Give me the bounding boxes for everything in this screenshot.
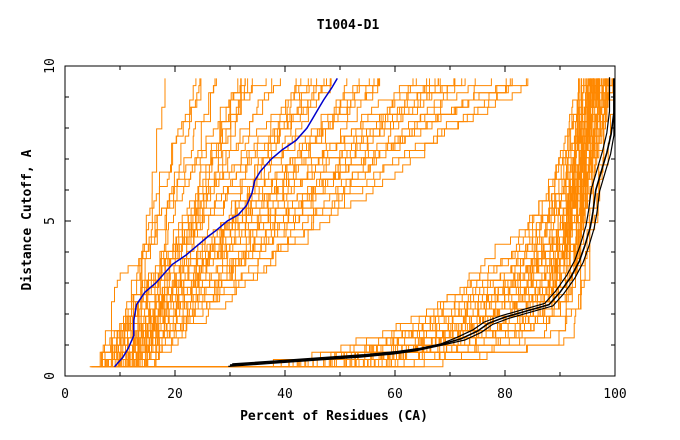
background-series-line bbox=[128, 78, 476, 367]
x-tick-label: 40 bbox=[277, 387, 293, 402]
y-tick-label: 0 bbox=[43, 372, 58, 380]
chart-title: T1004-D1 bbox=[317, 18, 380, 33]
background-series-line bbox=[141, 78, 273, 367]
background-series-line bbox=[138, 78, 417, 368]
x-tick-label: 0 bbox=[61, 387, 69, 402]
background-series-line bbox=[109, 78, 246, 368]
background-series-line bbox=[187, 78, 615, 368]
x-tick-label: 80 bbox=[497, 387, 513, 402]
highlight-series-group bbox=[113, 77, 615, 368]
background-series-line bbox=[135, 78, 249, 368]
y-axis-label: Distance Cutoff, A bbox=[20, 149, 35, 290]
x-tick-label: 20 bbox=[167, 387, 183, 402]
x-tick-label: 60 bbox=[387, 387, 403, 402]
background-series-line bbox=[178, 78, 590, 368]
highlight-series-line bbox=[229, 78, 615, 366]
background-series-line bbox=[132, 78, 216, 367]
background-series-line bbox=[98, 78, 428, 368]
background-series-line bbox=[137, 78, 592, 368]
x-tick-label: 100 bbox=[603, 387, 626, 402]
y-tick-label: 5 bbox=[43, 217, 58, 225]
background-series-line bbox=[144, 78, 309, 367]
background-series-line bbox=[89, 78, 267, 368]
background-series-line bbox=[92, 78, 455, 368]
y-tick-label: 10 bbox=[43, 58, 58, 74]
background-series-line bbox=[163, 78, 609, 368]
background-series-group bbox=[89, 78, 615, 368]
background-series-line bbox=[225, 78, 613, 368]
background-series-line bbox=[125, 78, 375, 368]
highlight-series-line bbox=[232, 77, 611, 365]
x-axis-label: Percent of Residues (CA) bbox=[240, 409, 428, 424]
background-series-line bbox=[110, 78, 463, 367]
background-series-line bbox=[118, 78, 202, 368]
background-series-line bbox=[178, 78, 580, 368]
highlight-series-line bbox=[113, 78, 338, 368]
highlight-series-line bbox=[228, 79, 615, 367]
axis-ticks: 0 20 40 60 80 100 0 5 10 bbox=[43, 58, 627, 402]
